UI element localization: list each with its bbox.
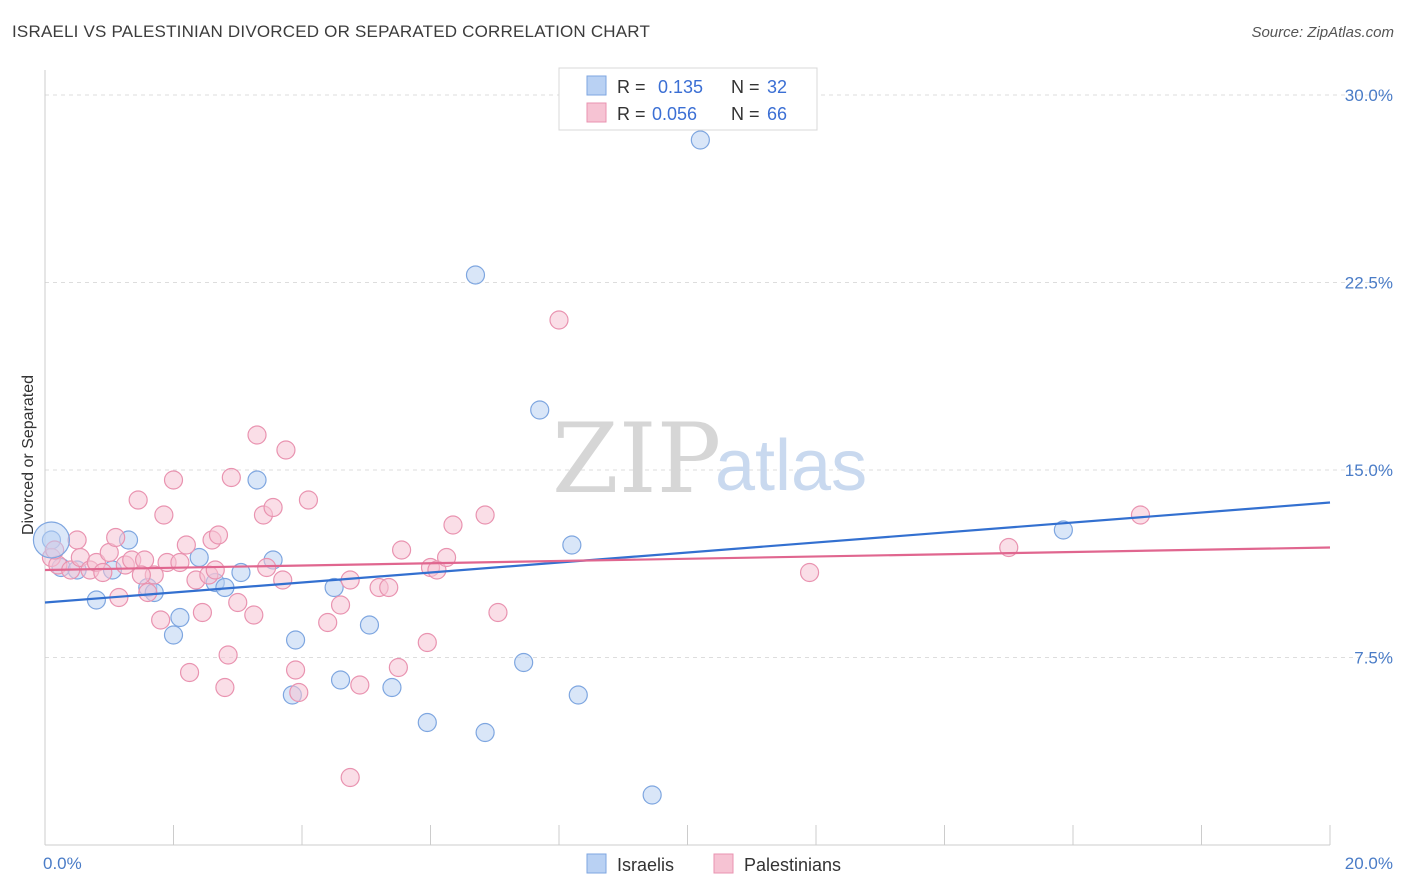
legend-n-value-israelis: 32 [767, 77, 787, 97]
palestinian-point [106, 527, 126, 548]
palestinian-point [298, 490, 319, 510]
correlation-legend: R = 0.135 N = 32 R = 0.056 N = 66 [558, 67, 818, 131]
watermark-zip: ZIP [552, 403, 721, 515]
palestinian-point [228, 592, 248, 613]
palestinian-point [388, 657, 408, 678]
grid-lines [45, 94, 1390, 658]
palestinian-point [218, 645, 238, 665]
chart-title: ISRAELI VS PALESTINIAN DIVORCED OR SEPAR… [12, 22, 651, 41]
palestinian-point [379, 577, 399, 598]
legend-swatch-israelis [586, 75, 607, 96]
palestinian-point [221, 467, 241, 488]
palestinian-point [549, 310, 569, 330]
x-tick-label: 20.0% [1345, 854, 1393, 873]
bottom-legend-israelis: Israelis [617, 855, 674, 875]
legend-n-label: N = [731, 77, 760, 97]
palestinian-point [257, 557, 277, 578]
legend-n-label: N = [731, 104, 760, 124]
palestinian-point [151, 610, 171, 630]
palestinian-point [93, 562, 113, 583]
palestinian-point [340, 767, 360, 788]
israeli-point [170, 607, 190, 628]
palestinian-point [192, 602, 213, 623]
israeli-point [568, 685, 588, 705]
palestinian-point [67, 530, 87, 550]
israeli-point [562, 535, 582, 555]
trend-lines [44, 501, 1331, 604]
israeli-cluster-point [32, 521, 71, 559]
palestinian-point [215, 677, 235, 698]
israeli-point [475, 722, 495, 743]
bottom-legend-swatch-israelis [586, 853, 607, 874]
bottom-legend-swatch-palestinians [713, 853, 734, 874]
legend-r-label: R = [617, 77, 646, 97]
israeli-point [285, 630, 306, 650]
israeli-point [359, 615, 380, 635]
series-legend: Israelis Palestinians [586, 853, 841, 875]
palestinian-point [138, 582, 158, 603]
palestinian-point [154, 505, 174, 525]
palestinian-point [443, 515, 463, 535]
israeli-point [247, 470, 267, 490]
palestinian-point [179, 662, 200, 683]
legend-r-value-israelis: 0.135 [658, 77, 703, 97]
legend-r-label: R = [617, 104, 646, 124]
tick-labels: 7.5% 15.0% 22.5% 30.0% 0.0% 20.0% [43, 86, 1393, 873]
y-tick-label: 22.5% [1345, 274, 1393, 293]
palestinian-point [247, 425, 267, 445]
israeli-point [514, 652, 534, 673]
israeli-point [382, 677, 402, 698]
palestinian-point [318, 612, 338, 633]
israeli-point [163, 625, 184, 645]
watermark-atlas: atlas [715, 426, 867, 506]
axes [44, 70, 1331, 846]
palestinian-point [163, 470, 184, 490]
israeli-point [1053, 520, 1073, 540]
palestinian-point [289, 682, 309, 703]
bottom-legend-palestinians: Palestinians [744, 855, 841, 875]
palestinian-point [128, 490, 148, 510]
palestinian-point [208, 525, 229, 545]
israeli-point [417, 712, 437, 733]
palestinian-point [488, 602, 508, 623]
palestinian-point [276, 440, 296, 460]
palestinian-point [391, 540, 412, 560]
y-tick-label: 15.0% [1345, 461, 1393, 480]
israeli-point [530, 400, 550, 420]
palestinian-point [244, 605, 264, 625]
palestinian-point [475, 505, 495, 525]
israeli-point [465, 265, 486, 285]
y-tick-label: 7.5% [1354, 649, 1393, 668]
y-tick-label: 30.0% [1345, 86, 1393, 105]
legend-n-value-palestinians: 66 [767, 104, 787, 124]
palestinian-point [205, 560, 225, 580]
israeli-point [330, 670, 351, 690]
palestinian-point [176, 535, 196, 555]
palestinian-point [273, 570, 293, 590]
israeli-point [324, 577, 344, 598]
palestinian-point [799, 562, 820, 583]
source-label: Source: ZipAtlas.com [1251, 24, 1394, 41]
palestinian-point [417, 632, 437, 653]
legend-swatch-palestinians [586, 102, 607, 123]
palestinians-trend-line [44, 546, 1331, 572]
israeli-point [231, 562, 251, 583]
x-tick-label: 0.0% [43, 854, 82, 873]
palestinian-point [330, 595, 351, 615]
palestinian-point [131, 565, 151, 585]
palestinian-point [285, 660, 306, 680]
palestinian-point [263, 497, 283, 518]
israeli-point [642, 785, 662, 805]
israelis-trend-line [44, 501, 1331, 604]
palestinian-point [350, 675, 370, 695]
legend-r-value-palestinians: 0.056 [652, 104, 697, 124]
y-axis-label: Divorced or Separated [20, 375, 37, 535]
israeli-point [690, 130, 710, 150]
palestinian-point [1130, 505, 1151, 525]
